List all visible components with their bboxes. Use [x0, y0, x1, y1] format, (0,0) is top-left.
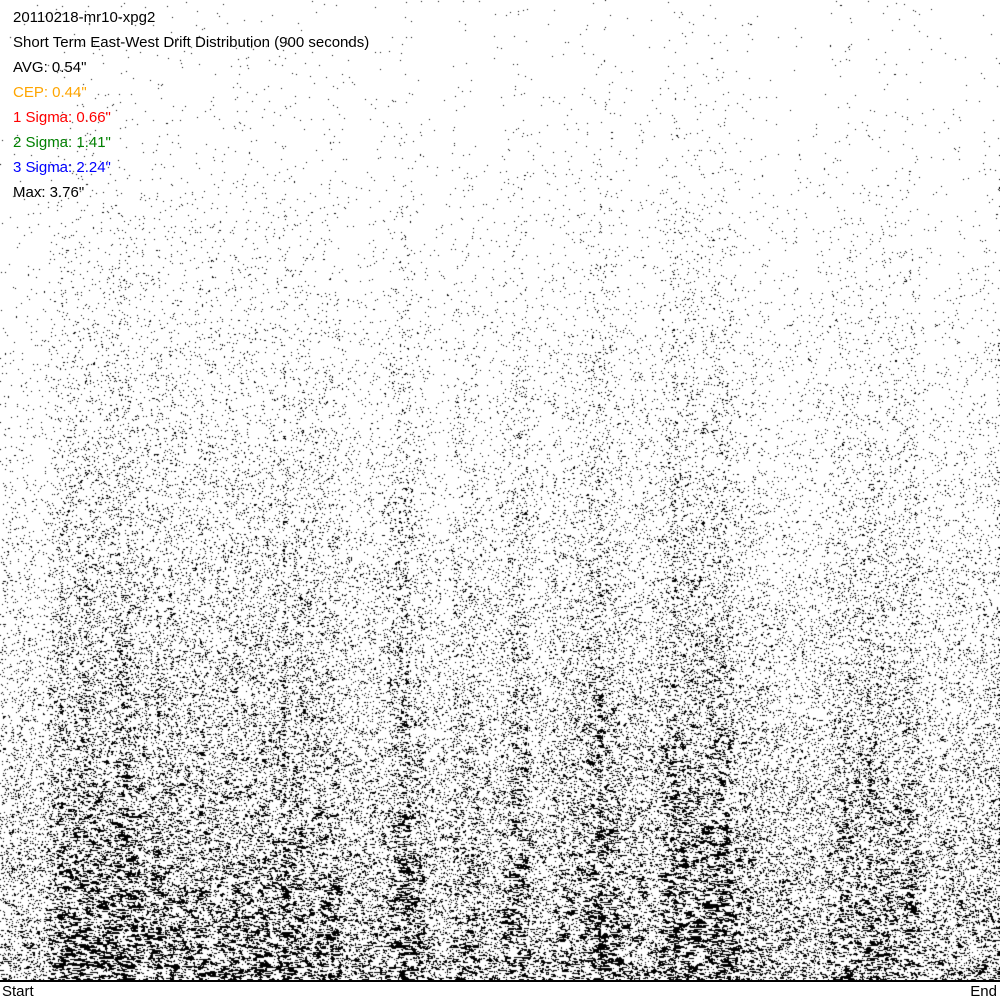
stat-2sigma-label: 2 Sigma: 1.41"	[13, 134, 111, 151]
stat-max-label: Max: 3.76"	[13, 184, 85, 201]
plot-title: Short Term East-West Drift Distribution …	[13, 34, 370, 51]
dataset-id-label: 20110218-mr10-xpg2	[13, 9, 156, 26]
stat-avg-label: AVG: 0.54"	[13, 59, 87, 76]
axis-end-label: End	[970, 983, 997, 1000]
plot-header: 20110218-mr10-xpg2 Short Term East-West …	[13, 5, 369, 205]
stat-cep-label: CEP: 0.44"	[13, 84, 87, 101]
time-axis-line	[0, 980, 1000, 982]
stat-1sigma-label: 1 Sigma: 0.66"	[13, 109, 111, 126]
axis-start-label: Start	[2, 983, 34, 1000]
stat-3sigma-label: 3 Sigma: 2.24"	[13, 159, 111, 176]
